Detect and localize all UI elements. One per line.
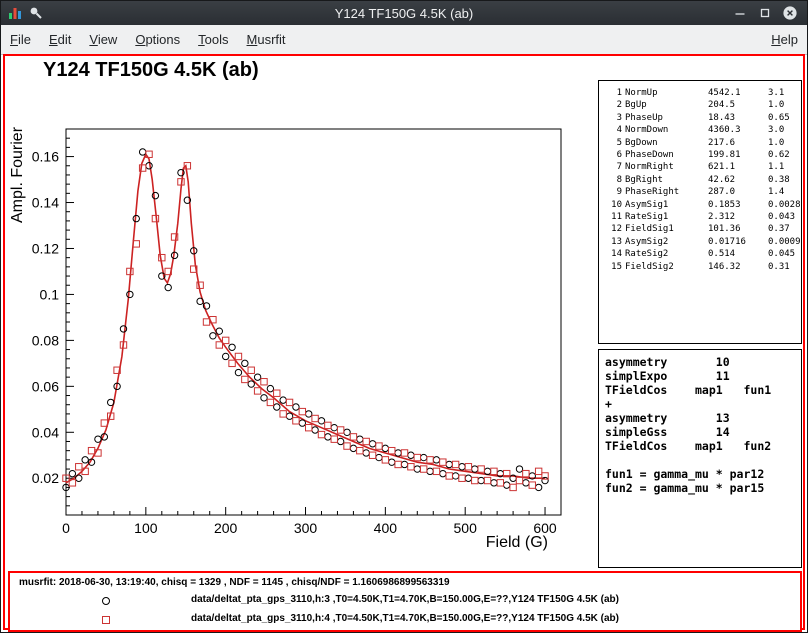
param-row: 3PhaseUp18.430.65: [605, 112, 801, 124]
param-row: 11RateSig12.3120.043: [605, 211, 801, 223]
svg-text:0: 0: [62, 520, 70, 536]
legend-label: data/deltat_pta_gps_3110,h:4 ,T0=4.50K,T…: [10, 613, 800, 624]
menu-item-edit[interactable]: Edit: [40, 32, 80, 47]
param-row: 14RateSig20.5140.045: [605, 248, 801, 260]
svg-text:600: 600: [533, 520, 557, 536]
menubar-right: Help: [762, 26, 807, 54]
theory-panel: asymmetry 10 simplExpo 11 TFieldCos map1…: [598, 349, 802, 568]
window-controls: [732, 5, 807, 21]
menubar: FileEditViewOptionsToolsMusrfit Help: [1, 25, 807, 55]
menu-item-help[interactable]: Help: [762, 32, 807, 47]
legend-entry: data/deltat_pta_gps_3110,h:4 ,T0=4.50K,T…: [10, 612, 800, 630]
plot-frame: [66, 129, 561, 515]
titlebar[interactable]: Y124 TF150G 4.5K (ab): [1, 1, 807, 25]
legend-entry: data/deltat_pta_gps_3110,h:3 ,T0=4.50K,T…: [10, 593, 800, 611]
svg-text:0.14: 0.14: [32, 195, 59, 211]
param-row: 6PhaseDown199.810.62: [605, 149, 801, 161]
svg-text:0.1: 0.1: [40, 286, 60, 302]
param-row: 13AsymSig20.017160.00098: [605, 236, 801, 248]
svg-text:0.02: 0.02: [32, 470, 59, 486]
param-row: 5BgDown217.61.0: [605, 137, 801, 149]
info-footer: musrfit: 2018-06-30, 13:19:40, chisq = 1…: [8, 571, 802, 632]
fit-curve: [66, 154, 545, 483]
param-row: 1NormUp4542.13.1: [605, 87, 801, 99]
minimize-button[interactable]: [732, 5, 748, 21]
param-row: 15FieldSig2146.320.31: [605, 261, 801, 273]
svg-text:0.12: 0.12: [32, 240, 59, 256]
legend-label: data/deltat_pta_gps_3110,h:3 ,T0=4.50K,T…: [10, 594, 800, 605]
menubar-left: FileEditViewOptionsToolsMusrfit: [1, 26, 295, 54]
svg-text:200: 200: [214, 520, 238, 536]
param-row: 2BgUp204.51.0: [605, 99, 801, 111]
parameter-list: 1NormUp4542.13.12BgUp204.51.03PhaseUp18.…: [599, 81, 801, 273]
y-axis-title: Ampl. Fourier: [9, 126, 26, 223]
svg-text:0.16: 0.16: [32, 149, 59, 165]
param-row: 4NormDown4360.33.0: [605, 124, 801, 136]
param-row: 12FieldSig1101.360.37: [605, 223, 801, 235]
svg-text:100: 100: [134, 520, 158, 536]
svg-text:500: 500: [454, 520, 478, 536]
menu-item-options[interactable]: Options: [126, 32, 189, 47]
axis-ticks: 0 100 200 300 400 500 600 0.02 0.04 0.06 0.08 0.1 0.…: [32, 138, 557, 536]
close-button[interactable]: [782, 5, 798, 21]
theory-text: asymmetry 10 simplExpo 11 TFieldCos map1…: [605, 355, 795, 495]
svg-text:400: 400: [374, 520, 398, 536]
menu-item-musrfit[interactable]: Musrfit: [238, 32, 295, 47]
plot-title: Y124 TF150G 4.5K (ab): [43, 59, 259, 82]
x-axis-title: Field (G): [486, 534, 548, 551]
parameters-panel: 1NormUp4542.13.12BgUp204.51.03PhaseUp18.…: [598, 80, 802, 344]
pin-icon[interactable]: [28, 5, 44, 21]
root-canvas[interactable]: Y124 TF150G 4.5K (ab) Ampl. Fourier Fiel…: [3, 54, 805, 630]
maximize-button[interactable]: [757, 5, 773, 21]
param-row: 9PhaseRight287.01.4: [605, 186, 801, 198]
fit-status-line: musrfit: 2018-06-30, 13:19:40, chisq = 1…: [19, 577, 450, 588]
param-row: 8BgRight42.620.38: [605, 174, 801, 186]
app-window: Y124 TF150G 4.5K (ab) FileEditViewOption…: [0, 0, 808, 633]
window-title: Y124 TF150G 4.5K (ab): [1, 6, 807, 21]
menu-item-tools[interactable]: Tools: [189, 32, 237, 47]
menu-item-view[interactable]: View: [80, 32, 126, 47]
data-points: [63, 149, 548, 491]
menu-item-file[interactable]: File: [1, 32, 40, 47]
fourier-plot[interactable]: Ampl. Fourier Field (G) 0 100 200 300 400 500…: [5, 56, 595, 568]
app-icon: [7, 5, 23, 21]
param-row: 10AsymSig10.18530.0028: [605, 199, 801, 211]
param-row: 7NormRight621.11.1: [605, 161, 801, 173]
svg-text:0.06: 0.06: [32, 378, 59, 394]
svg-text:0.04: 0.04: [32, 424, 59, 440]
svg-text:300: 300: [294, 520, 318, 536]
svg-text:0.08: 0.08: [32, 332, 59, 348]
titlebar-left-icons: [1, 5, 44, 21]
